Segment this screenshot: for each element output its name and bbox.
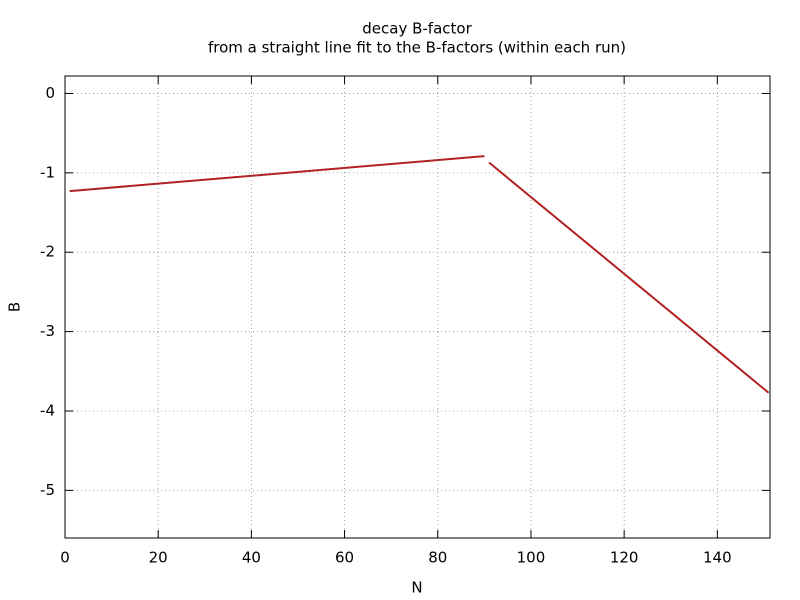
y-axis-label: B (6, 302, 24, 312)
y-tick-label: -4 (40, 401, 55, 419)
chart-title: decay B-factor (362, 20, 472, 38)
x-tick-label: 100 (517, 549, 546, 567)
chart-subtitle: from a straight line fit to the B-factor… (208, 39, 626, 57)
y-tick-label: -2 (40, 243, 55, 261)
x-tick-label: 120 (610, 549, 639, 567)
x-tick-label: 0 (60, 549, 70, 567)
y-tick-label: -5 (40, 481, 55, 499)
x-tick-label: 40 (242, 549, 261, 567)
x-axis-label: N (411, 579, 422, 597)
x-tick-label: 80 (428, 549, 447, 567)
x-tick-label: 20 (149, 549, 168, 567)
x-tick-label: 140 (703, 549, 732, 567)
x-tick-label: 60 (335, 549, 354, 567)
y-tick-label: -3 (40, 322, 55, 340)
plot-border (64, 75, 771, 539)
data-line (69, 155, 485, 193)
data-line (488, 161, 770, 394)
y-tick-label: -1 (40, 163, 55, 181)
y-tick-label: 0 (45, 84, 55, 102)
